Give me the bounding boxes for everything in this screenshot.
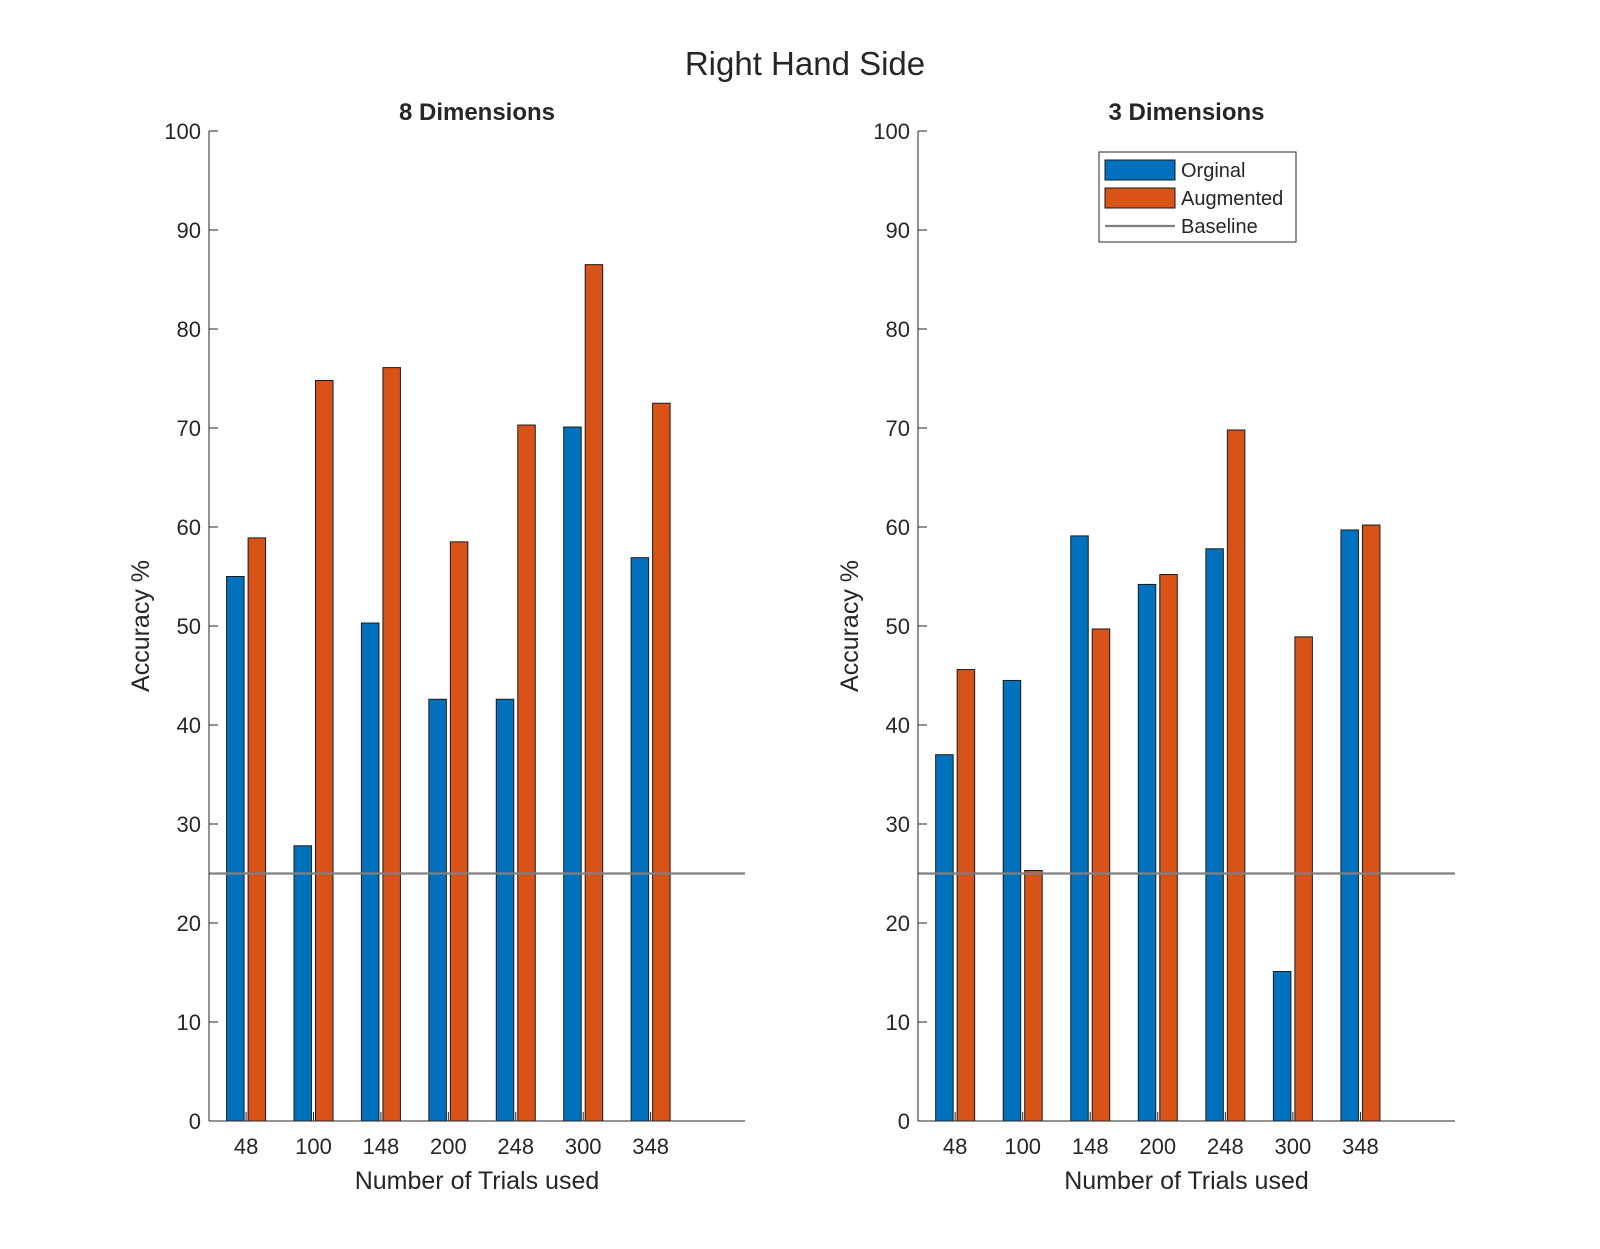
bar-augmented-48 — [956, 669, 976, 1122]
bar-augmented-148 — [1091, 628, 1111, 1122]
bar-augmented-348 — [652, 402, 671, 1122]
bar-augmented-200 — [1159, 574, 1178, 1122]
x-tick-label-48: 48 — [943, 1134, 967, 1159]
legend-label-orginal: Orginal — [1181, 160, 1245, 182]
legend-label-augmented: Augmented — [1181, 188, 1283, 210]
bar-original-248 — [495, 698, 515, 1122]
y-tick-label-30: 30 — [886, 812, 910, 837]
bar-original-148 — [360, 622, 380, 1122]
y-tick-label-60: 60 — [886, 515, 910, 540]
bar-original-48 — [226, 576, 245, 1122]
bar-original-48 — [935, 754, 954, 1122]
legend: Orginal Augmented Baseline — [1098, 151, 1297, 243]
y-tick-label-0: 0 — [898, 1109, 910, 1134]
x-tick-label-248: 248 — [497, 1134, 534, 1159]
bar-original-100 — [293, 845, 312, 1122]
y-tick-label-20: 20 — [886, 911, 910, 936]
bar-augmented-200 — [449, 541, 469, 1122]
x-tick-label-100: 100 — [295, 1134, 332, 1159]
y-tick-label-70: 70 — [886, 416, 910, 441]
bar-augmented-348 — [1361, 524, 1381, 1122]
bar-original-200 — [428, 698, 447, 1122]
x-tick-label-148: 148 — [363, 1134, 400, 1159]
bar-original-300 — [563, 426, 582, 1122]
x-tick-label-248: 248 — [1207, 1134, 1244, 1159]
chart-panel-2: 48 100 148 200 248 300 348 0 10 20 30 40 50 60 70 80 90 1… — [836, 99, 1455, 1195]
bar-original-248 — [1205, 548, 1224, 1122]
bar-original-200 — [1137, 583, 1157, 1122]
bar-augmented-248 — [517, 424, 536, 1122]
bar-augmented-300 — [584, 264, 604, 1122]
y-tick-label-100: 100 — [873, 119, 910, 144]
y-tick-label-90: 90 — [177, 218, 201, 243]
bar-augmented-48 — [247, 537, 267, 1122]
chart-panel-1: 48 100 148 200 248 300 348 0 10 20 30 40 50 60 70 80 90 1… — [127, 99, 745, 1195]
legend-swatch-orginal — [1104, 159, 1176, 181]
bar-original-348 — [630, 557, 650, 1122]
bar-original-100 — [1002, 679, 1022, 1122]
y-tick-label-80: 80 — [177, 317, 201, 342]
legend-swatch-augmented — [1104, 187, 1176, 209]
x-tick-label-148: 148 — [1072, 1134, 1109, 1159]
y-tick-label-40: 40 — [177, 713, 201, 738]
y-tick-label-100: 100 — [164, 119, 201, 144]
y-tick-label-50: 50 — [886, 614, 910, 639]
x-tick-label-348: 348 — [1342, 1134, 1379, 1159]
y-tick-label-70: 70 — [177, 416, 201, 441]
bar-augmented-100 — [315, 379, 334, 1122]
y-tick-label-30: 30 — [177, 812, 201, 837]
bar-augmented-248 — [1226, 429, 1246, 1122]
bar-augmented-300 — [1294, 636, 1313, 1122]
bar-original-148 — [1070, 535, 1089, 1122]
x-tick-label-100: 100 — [1004, 1134, 1041, 1159]
x-tick-label-348: 348 — [632, 1134, 669, 1159]
bar-augmented-148 — [382, 367, 401, 1122]
y-tick-label-80: 80 — [886, 317, 910, 342]
y-axis-label: Accuracy % — [127, 560, 155, 692]
y-tick-label-50: 50 — [177, 614, 201, 639]
subplot-title: 8 Dimensions — [399, 99, 555, 126]
x-tick-label-300: 300 — [1275, 1134, 1312, 1159]
x-tick-label-200: 200 — [430, 1134, 467, 1159]
y-tick-label-0: 0 — [189, 1109, 201, 1134]
x-tick-label-48: 48 — [234, 1134, 258, 1159]
x-tick-label-200: 200 — [1139, 1134, 1176, 1159]
figure-title: Right Hand Side — [685, 45, 925, 82]
y-tick-label-10: 10 — [177, 1010, 201, 1035]
legend-label-baseline: Baseline — [1181, 216, 1258, 238]
y-tick-label-20: 20 — [177, 911, 201, 936]
y-tick-label-40: 40 — [886, 713, 910, 738]
y-tick-label-90: 90 — [886, 218, 910, 243]
x-axis-label: Number of Trials used — [355, 1167, 600, 1195]
x-axis-label: Number of Trials used — [1064, 1167, 1309, 1195]
bar-original-300 — [1272, 971, 1292, 1122]
y-tick-label-60: 60 — [177, 515, 201, 540]
bar-augmented-100 — [1024, 870, 1043, 1122]
x-tick-label-300: 300 — [565, 1134, 602, 1159]
bar-original-348 — [1340, 529, 1359, 1122]
y-tick-label-10: 10 — [886, 1010, 910, 1035]
y-axis-label: Accuracy % — [836, 560, 864, 692]
subplot-title: 3 Dimensions — [1108, 99, 1264, 126]
